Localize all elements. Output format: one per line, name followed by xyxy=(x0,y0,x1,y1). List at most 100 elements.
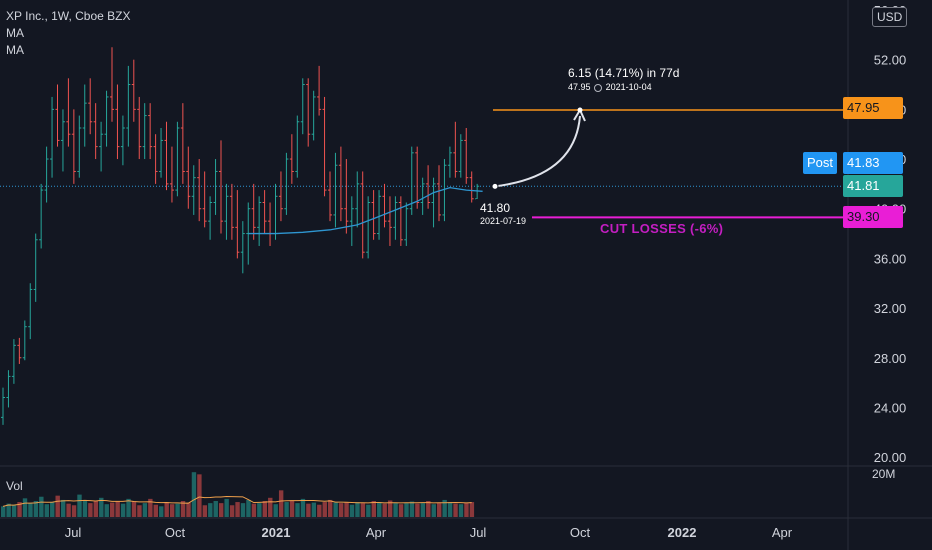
volume-bar xyxy=(464,503,469,517)
volume-bar xyxy=(382,503,387,517)
ohlc-bar xyxy=(469,171,474,203)
volume-bar xyxy=(257,503,262,517)
ohlc-bar xyxy=(295,115,300,178)
volume-bar xyxy=(333,502,338,517)
clock-icon xyxy=(594,83,603,92)
volume-bar xyxy=(159,506,164,517)
volume-bar xyxy=(104,504,109,517)
start-tooltip: 41.80 2021-07-19 xyxy=(476,199,531,228)
ohlc-bar xyxy=(191,165,196,215)
post-market-label: Post xyxy=(803,152,838,174)
x-tick-label: Apr xyxy=(772,525,793,540)
ohlc-bar xyxy=(415,146,420,209)
volume-bar xyxy=(164,502,169,517)
volume-bar xyxy=(110,502,115,517)
ohlc-bar xyxy=(355,171,360,228)
volume-bar xyxy=(60,499,66,517)
ohlc-bar xyxy=(366,196,371,259)
volume-bar xyxy=(202,505,208,517)
symbol-title[interactable]: XP Inc., 1W, Cboe BZX xyxy=(6,9,131,23)
volume-bar xyxy=(404,503,409,517)
ohlc-bar xyxy=(426,165,431,209)
volume-bar xyxy=(377,502,382,517)
ohlc-bar xyxy=(50,96,55,178)
volume-bar xyxy=(240,503,246,517)
projection-sub: 47.95 2021-10-04 xyxy=(568,82,679,92)
volume-bar xyxy=(120,503,126,517)
volume-bar xyxy=(180,501,186,517)
ohlc-bar xyxy=(159,127,164,178)
volume-bar xyxy=(71,505,77,517)
ohlc-bar xyxy=(328,171,332,222)
ohlc-series xyxy=(1,47,480,425)
ohlc-bar xyxy=(442,159,447,222)
ohlc-bar xyxy=(77,115,82,178)
x-tick-label: Oct xyxy=(570,525,591,540)
volume-label[interactable]: Vol xyxy=(6,479,23,493)
ohlc-bar xyxy=(164,121,169,191)
ohlc-bar xyxy=(322,96,327,197)
volume-bar xyxy=(409,501,415,517)
ohlc-bar xyxy=(22,320,27,361)
volume-bar xyxy=(115,501,120,517)
volume-bar xyxy=(338,503,344,517)
volume-bar xyxy=(344,502,349,517)
projection-date: 2021-10-04 xyxy=(605,82,652,92)
volume-series xyxy=(1,472,475,517)
projection-price: 47.95 xyxy=(568,82,591,92)
x-tick-label: Oct xyxy=(165,525,186,540)
currency-button[interactable]: USD xyxy=(872,7,908,27)
volume-bar xyxy=(387,500,393,517)
volume-bar xyxy=(153,504,158,517)
volume-bar xyxy=(371,501,376,517)
ohlc-bar xyxy=(273,183,278,240)
ohlc-bar xyxy=(284,152,289,215)
volume-bar xyxy=(229,505,235,517)
ohlc-bar xyxy=(93,103,98,160)
ohlc-bar xyxy=(464,127,469,184)
ohlc-bar xyxy=(317,65,322,116)
volume-bar xyxy=(191,472,197,517)
ohlc-bar xyxy=(338,146,343,222)
volume-bar xyxy=(420,503,426,517)
ohlc-bar xyxy=(431,177,436,228)
ma-indicator-2[interactable]: MA xyxy=(6,43,24,57)
ohlc-bar xyxy=(110,47,114,122)
ohlc-bar xyxy=(458,134,463,178)
ohlc-bar xyxy=(447,146,452,178)
volume-bar xyxy=(219,503,224,517)
volume-bar xyxy=(447,502,453,517)
ohlc-bar xyxy=(229,183,234,240)
y-tick-label: 52.00 xyxy=(874,53,907,68)
chart-legend: XP Inc., 1W, Cboe BZX MA MA xyxy=(6,8,131,59)
volume-bar xyxy=(235,502,240,517)
volume-bar xyxy=(224,498,229,517)
volume-bar xyxy=(175,503,180,517)
y-tick-label: 36.00 xyxy=(874,251,907,266)
ma-line xyxy=(248,186,483,235)
ohlc-bar xyxy=(224,183,229,240)
ohlc-bar xyxy=(382,183,387,228)
volume-bar xyxy=(169,504,175,517)
volume-bar xyxy=(273,504,278,517)
volume-bar xyxy=(44,504,49,517)
volume-bar xyxy=(33,501,39,517)
ma-indicator-1[interactable]: MA xyxy=(6,26,24,40)
volume-bar xyxy=(213,501,218,517)
volume-bar xyxy=(50,502,55,517)
start-price: 41.80 xyxy=(480,201,511,215)
ohlc-bar xyxy=(142,103,147,160)
y-tick-label: 32.00 xyxy=(874,301,907,316)
volume-bar xyxy=(306,503,311,517)
ohlc-bar xyxy=(360,171,365,259)
ohlc-bar xyxy=(175,121,180,197)
volume-bar xyxy=(415,503,420,517)
ohlc-bar xyxy=(202,171,207,228)
volume-bar xyxy=(17,502,22,517)
volume-bar xyxy=(360,503,366,517)
ohlc-bar xyxy=(453,121,458,178)
volume-bar xyxy=(311,502,317,517)
y-tick-label: 24.00 xyxy=(874,400,907,415)
ohlc-bar xyxy=(39,183,44,249)
